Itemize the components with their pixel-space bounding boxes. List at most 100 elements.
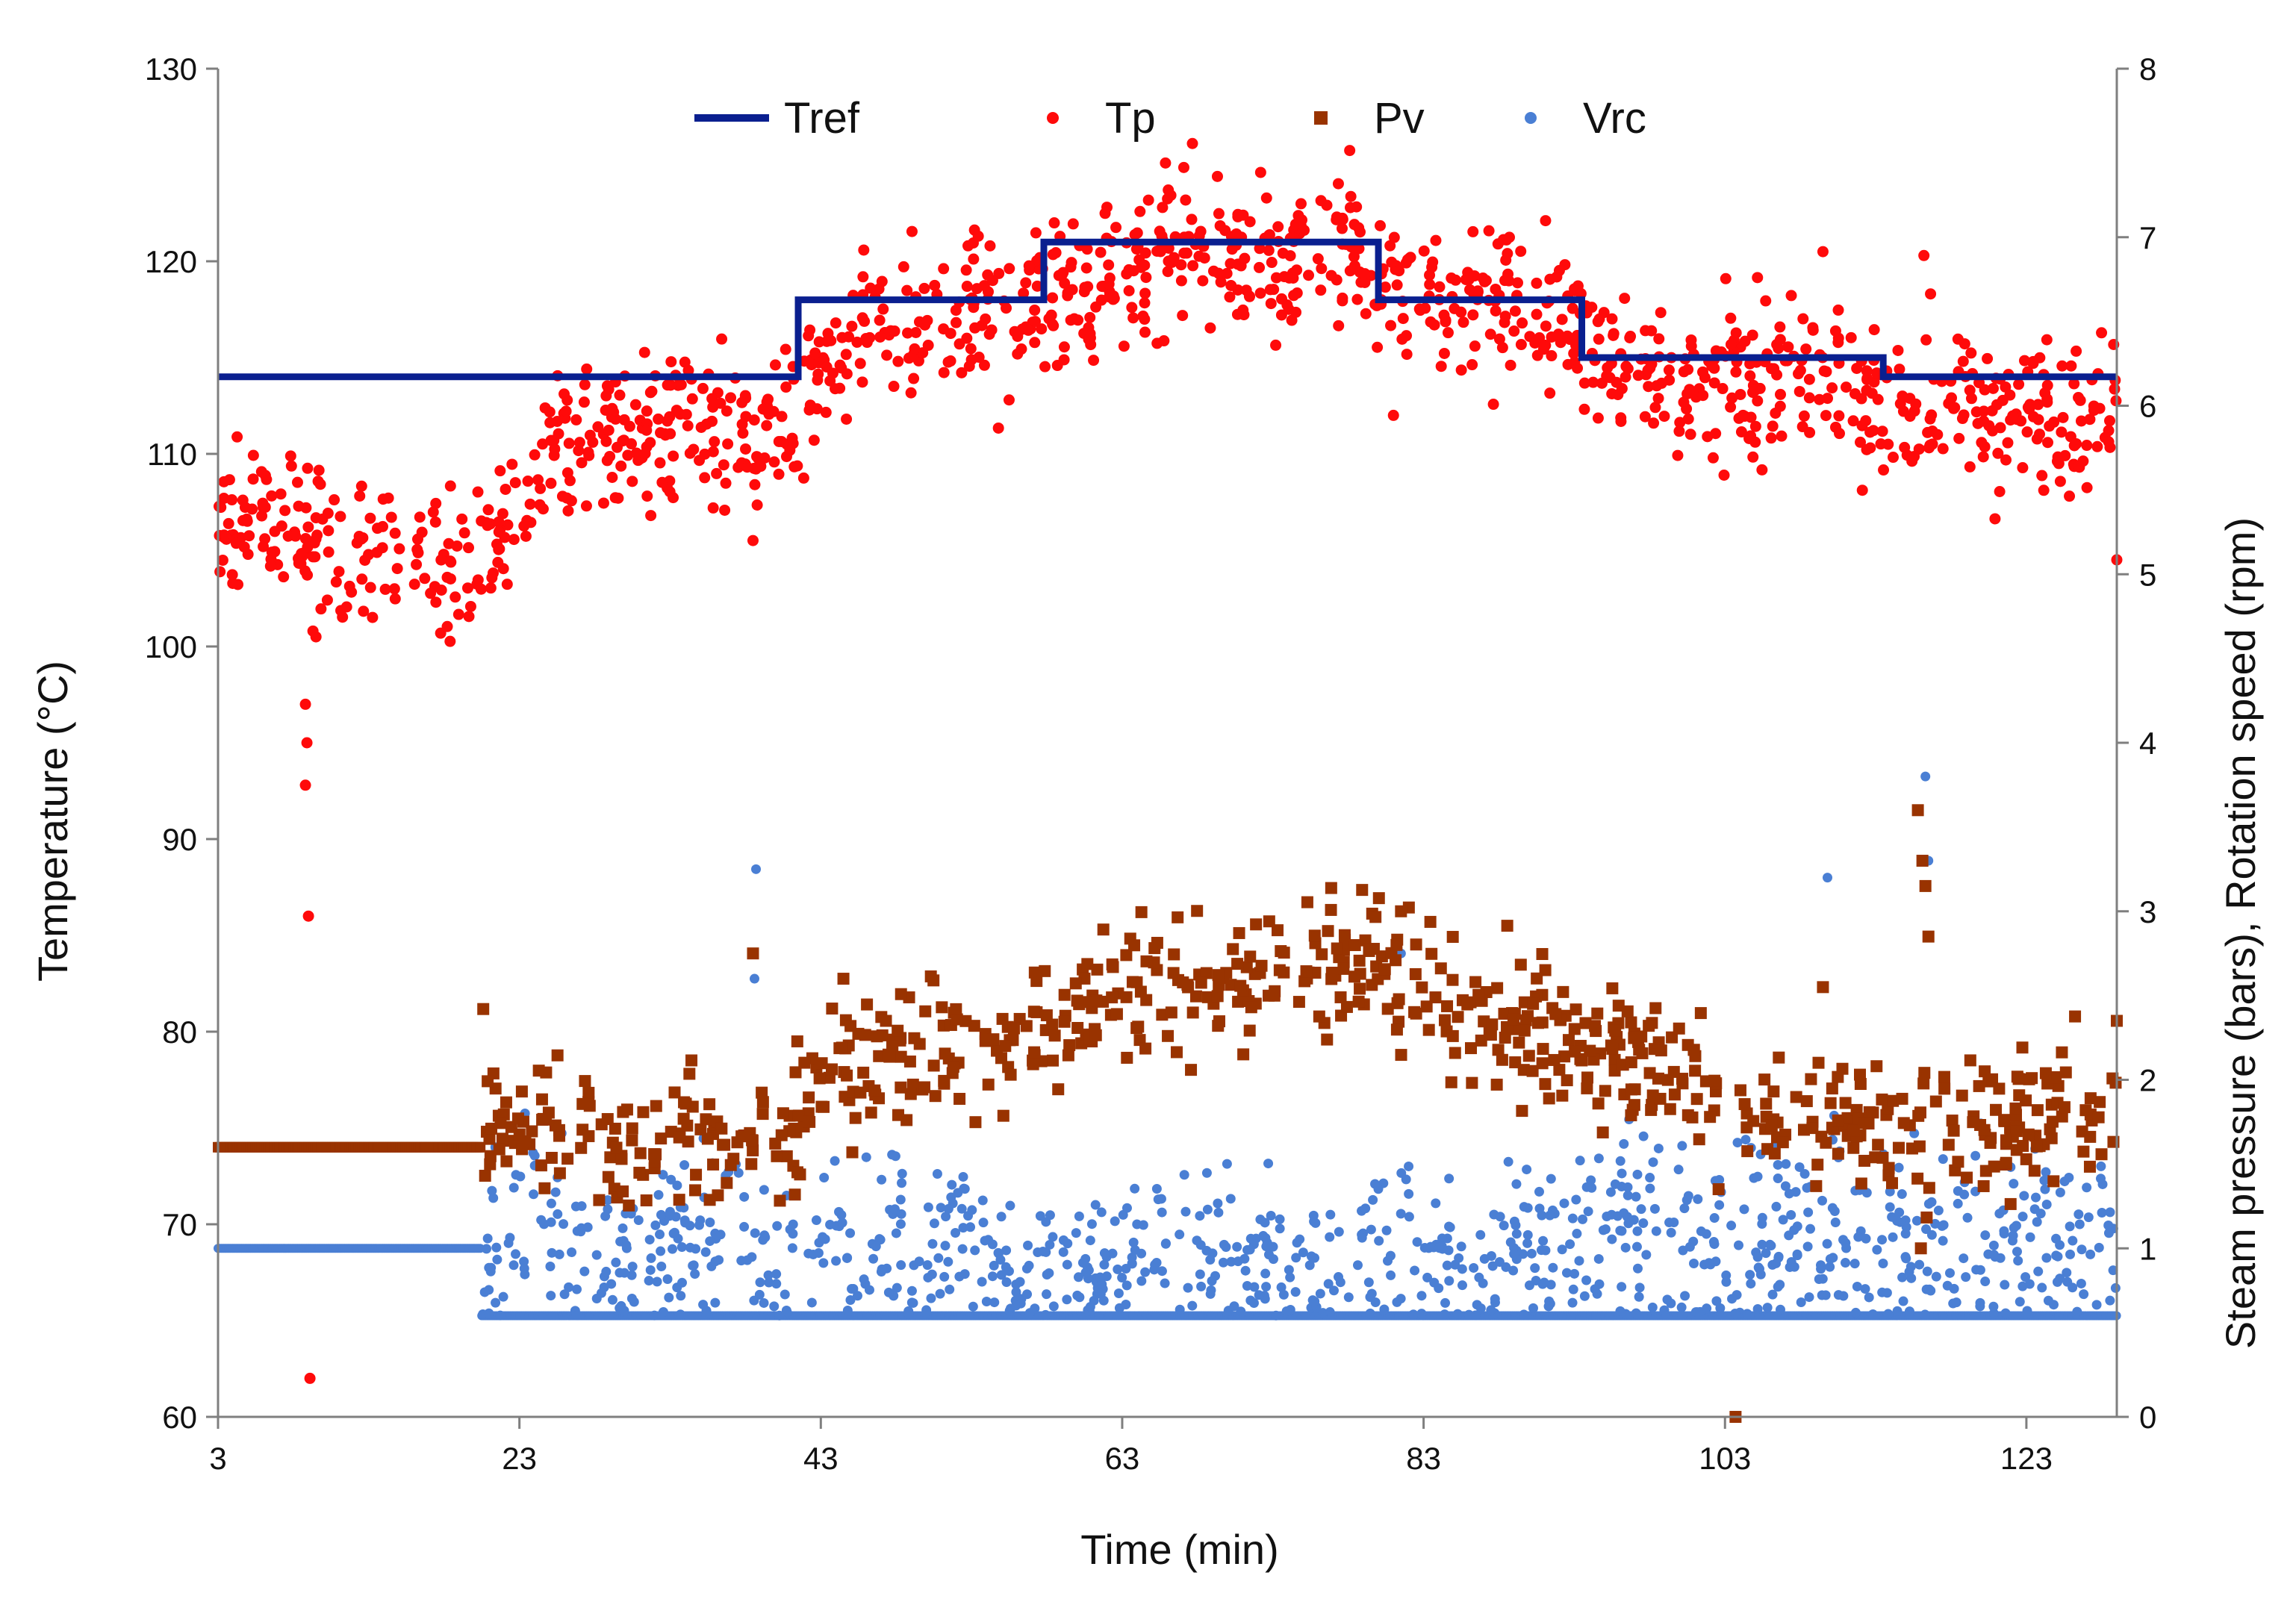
legend-label: Pv xyxy=(1374,94,1425,143)
tp-point xyxy=(965,343,977,355)
vrc-point xyxy=(1232,1241,1242,1252)
pv-point xyxy=(2077,1145,2090,1158)
pv-point xyxy=(1914,1106,1926,1119)
pv-point xyxy=(1167,967,1180,979)
tp-point xyxy=(1265,298,1277,310)
tp-point xyxy=(444,555,456,567)
vrc-point xyxy=(845,1228,856,1238)
pv-point xyxy=(1445,1076,1457,1088)
tp-point xyxy=(1134,205,1146,217)
vrc-point xyxy=(2068,1235,2078,1246)
tp-point xyxy=(1776,430,1788,442)
tp-point xyxy=(1162,193,1174,205)
vrc-point xyxy=(1877,1235,1888,1245)
tp-point xyxy=(841,413,853,425)
tp-point xyxy=(425,587,437,599)
tp-point xyxy=(1578,377,1590,389)
tp-point xyxy=(1031,280,1043,292)
vrc-point xyxy=(2043,1295,2053,1306)
pv-point xyxy=(1826,1082,1838,1095)
tp-point xyxy=(1232,208,1244,220)
tp-point xyxy=(1213,208,1225,219)
vrc-point xyxy=(1825,1253,1835,1264)
vrc-point xyxy=(545,1261,556,1271)
vrc-point xyxy=(1180,1206,1191,1217)
vrc-point xyxy=(1900,1229,1911,1239)
tp-point xyxy=(1598,307,1610,319)
vrc-point xyxy=(679,1160,690,1171)
vrc-point xyxy=(1213,1207,1224,1218)
tp-point xyxy=(2038,484,2050,496)
tp-point xyxy=(382,492,394,504)
vrc-point xyxy=(655,1229,665,1240)
pv-point xyxy=(1027,1006,1040,1018)
pv-point xyxy=(900,1114,913,1126)
tp-point xyxy=(1107,290,1119,302)
vrc-point xyxy=(1511,1229,1522,1239)
vrc-point xyxy=(554,1249,564,1259)
tp-point xyxy=(695,421,707,433)
tp-point xyxy=(1592,316,1604,328)
vrc-point xyxy=(1545,1210,1555,1221)
tp-point xyxy=(1384,240,1396,252)
tp-point xyxy=(1745,411,1757,423)
tp-point xyxy=(606,471,618,483)
left-tick-label: 100 xyxy=(145,629,197,664)
tp-point xyxy=(1540,215,1552,227)
tp-point xyxy=(1760,295,1772,307)
pv-point xyxy=(1655,1044,1667,1057)
vrc-point xyxy=(599,1282,609,1292)
vrc-point xyxy=(644,1235,655,1245)
pv-point xyxy=(1947,1124,1960,1137)
vrc-point xyxy=(2065,1249,2076,1259)
pv-point xyxy=(1812,1056,1825,1069)
tp-point xyxy=(984,240,996,252)
pv-point xyxy=(1189,990,1202,1003)
tp-point xyxy=(1374,219,1386,231)
vrc-point xyxy=(607,1294,617,1305)
tp-point xyxy=(706,415,718,427)
tp-point xyxy=(323,546,335,558)
pv-point xyxy=(1911,1172,1924,1185)
pv-point xyxy=(849,1112,862,1124)
pv-point xyxy=(813,1072,826,1085)
tp-point xyxy=(614,389,626,401)
pv-point xyxy=(846,1146,859,1159)
vrc-point xyxy=(676,1241,687,1252)
pv-point xyxy=(1518,1024,1531,1037)
vrc-point xyxy=(1649,1203,1660,1214)
pv-point xyxy=(1923,1182,1935,1194)
vrc-point xyxy=(1894,1207,1905,1218)
tp-point xyxy=(1994,422,2006,434)
vrc-point xyxy=(1263,1159,1274,1169)
tp-point xyxy=(881,349,893,361)
tp-point xyxy=(1587,376,1599,388)
vrc-point xyxy=(932,1169,942,1179)
vrc-point xyxy=(1005,1200,1015,1211)
tp-point xyxy=(1894,364,1905,375)
tp-point xyxy=(1151,337,1163,349)
pv-point xyxy=(1089,1029,1102,1041)
vrc-point xyxy=(1805,1224,1816,1234)
tp-point xyxy=(841,368,853,380)
tp-point xyxy=(1325,269,1337,281)
tp-point xyxy=(1446,272,1457,284)
tp-point xyxy=(662,379,673,391)
pv-point xyxy=(1556,1089,1569,1102)
tp-point xyxy=(377,520,389,532)
vrc-point xyxy=(2019,1191,2029,1201)
vrc-point xyxy=(1740,1135,1751,1145)
tp-point xyxy=(1275,309,1287,321)
pv-point xyxy=(857,1066,870,1079)
vrc-point xyxy=(2055,1187,2065,1197)
vrc-point xyxy=(1802,1241,1813,1252)
tp-point xyxy=(1756,464,1768,476)
right-tick-label: 0 xyxy=(2139,1400,2156,1435)
tp-point xyxy=(520,530,532,542)
vrc-point xyxy=(895,1194,906,1205)
vrc-point xyxy=(2095,1174,2106,1184)
tp-point xyxy=(1337,295,1348,307)
vrc-point xyxy=(1607,1234,1617,1244)
pv-point xyxy=(1758,1073,1771,1086)
pv-point xyxy=(939,1047,951,1060)
